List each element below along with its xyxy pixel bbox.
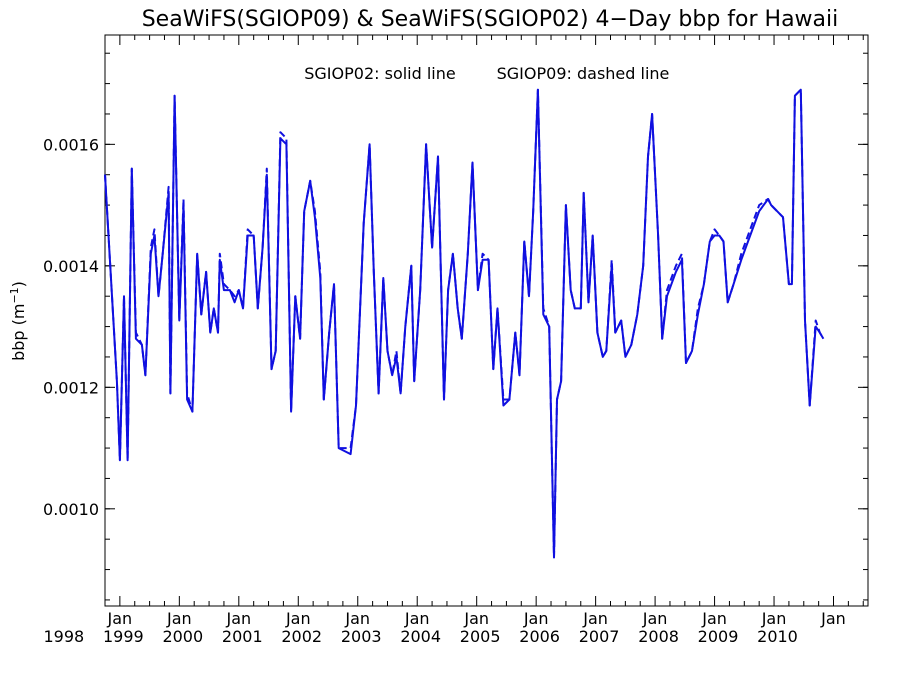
x-tick-month-9: Jan	[642, 609, 668, 628]
x-tick-month-10: Jan	[701, 609, 727, 628]
x-tick-year-4: 2002	[281, 627, 322, 646]
x-tick-month-8: Jan	[582, 609, 608, 628]
x-tick-year-11: 2009	[698, 627, 739, 646]
x-tick-month-5: Jan	[404, 609, 430, 628]
x-tick-year-9: 2007	[579, 627, 620, 646]
x-tick-year-10: 2008	[638, 627, 679, 646]
series-line-sgiop02	[104, 88, 825, 559]
x-axis: Jan1998Jan1999Jan2000Jan2001Jan2002Jan20…	[44, 35, 864, 646]
y-tick-label-1: 0.0012	[43, 378, 99, 397]
x-tick-year-6: 2004	[400, 627, 441, 646]
series-line-sgiop09	[104, 88, 825, 559]
x-tick-year-1: 1999	[103, 627, 144, 646]
x-tick-month-7: Jan	[523, 609, 549, 628]
series-layer	[104, 88, 825, 559]
x-tick-month-3: Jan	[285, 609, 311, 628]
annotation-solid: SGIOP02: solid line	[304, 64, 455, 83]
x-tick-year-12: 2010	[757, 627, 798, 646]
x-tick-month-12: Jan	[820, 609, 846, 628]
x-tick-month-1: Jan	[166, 609, 192, 628]
y-tick-label-3: 0.0016	[43, 135, 99, 154]
x-tick-month-0: Jan	[107, 609, 133, 628]
y-axis-label-main: bbp (m	[9, 304, 28, 361]
chart-title: SeaWiFS(SGIOP09) & SeaWiFS(SGIOP02) 4−Da…	[142, 7, 839, 32]
y-axis: 0.0010 0.0012 0.0014 0.0016	[43, 52, 868, 601]
y-axis-label-end: )	[9, 281, 28, 287]
y-tick-label-0: 0.0010	[43, 500, 99, 519]
y-tick-label-2: 0.0014	[43, 257, 99, 276]
x-tick-year-0: 1998	[44, 627, 85, 646]
x-tick-year-8: 2006	[519, 627, 560, 646]
x-tick-month-2: Jan	[225, 609, 251, 628]
x-tick-month-4: Jan	[344, 609, 370, 628]
annotation-dashed: SGIOP09: dashed line	[497, 64, 670, 83]
x-tick-month-11: Jan	[761, 609, 787, 628]
x-tick-year-2: 2000	[162, 627, 203, 646]
y-axis-label: bbp (m−1)	[8, 281, 28, 361]
x-tick-month-6: Jan	[463, 609, 489, 628]
x-tick-year-7: 2005	[460, 627, 501, 646]
y-axis-label-superscript: −1	[8, 287, 21, 303]
plot-frame	[104, 34, 869, 607]
x-tick-year-3: 2001	[222, 627, 263, 646]
x-tick-year-5: 2003	[341, 627, 382, 646]
